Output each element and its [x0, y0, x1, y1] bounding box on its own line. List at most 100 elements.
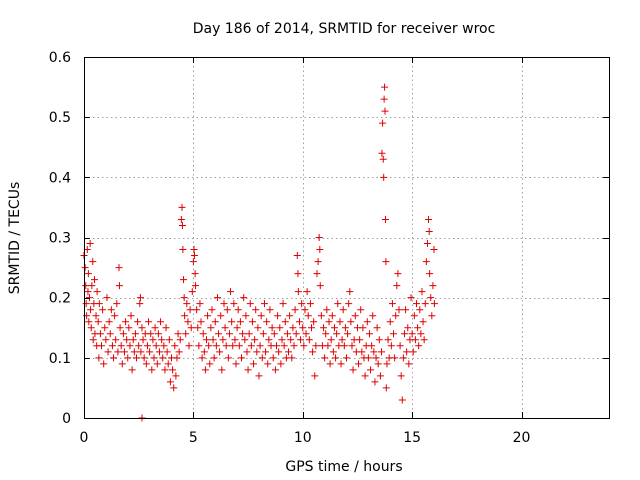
data-point: [381, 215, 389, 223]
data-point: [93, 288, 101, 296]
data-point: [185, 342, 193, 350]
data-point: [316, 246, 324, 254]
data-point: [115, 264, 123, 272]
data-point: [419, 318, 427, 326]
data-point: [262, 348, 270, 356]
data-point: [233, 324, 241, 332]
data-point: [382, 384, 390, 392]
data-point: [136, 300, 144, 308]
data-point: [306, 300, 314, 308]
data-point: [176, 336, 184, 344]
data-point: [337, 360, 345, 368]
data-point: [370, 348, 378, 356]
data-point: [102, 336, 110, 344]
x-tick-label: 5: [189, 430, 198, 446]
grid-lines: [84, 57, 609, 418]
data-point: [356, 336, 364, 344]
data-point: [146, 348, 154, 356]
data-point: [151, 324, 159, 332]
data-point: [426, 270, 434, 278]
data-point: [133, 354, 140, 362]
data-point: [198, 354, 206, 362]
data-point: [107, 306, 115, 314]
data-point: [410, 312, 418, 320]
data-point: [81, 264, 89, 272]
data-point: [275, 348, 283, 356]
data-point: [270, 330, 278, 338]
data-point: [378, 149, 386, 157]
data-point: [295, 318, 303, 326]
data-point: [91, 276, 98, 284]
x-tick-labels: 0 5 10 15 20: [80, 430, 531, 446]
x-tick-label: 10: [294, 430, 312, 446]
data-point: [204, 312, 212, 320]
data-point: [162, 324, 170, 332]
data-point: [329, 348, 337, 356]
data-point: [359, 324, 367, 332]
data-point: [130, 348, 138, 356]
data-point: [200, 348, 208, 356]
data-point: [189, 258, 197, 266]
data-point: [418, 288, 426, 296]
data-point: [154, 330, 162, 338]
data-point: [334, 300, 342, 308]
data-point: [293, 252, 301, 260]
data-point: [380, 173, 388, 181]
data-point: [429, 282, 437, 290]
data-point: [180, 294, 188, 302]
data-point: [288, 354, 296, 362]
data-point: [372, 354, 380, 362]
data-point: [252, 306, 260, 314]
data-point: [294, 288, 302, 296]
data-point: [171, 342, 179, 350]
data-point: [178, 221, 186, 229]
data-point: [375, 336, 383, 344]
data-point: [381, 83, 389, 91]
data-point: [311, 372, 319, 380]
data-point: [175, 348, 183, 356]
data-point: [101, 324, 109, 332]
y-tick-label: 0: [62, 411, 71, 427]
data-point: [94, 318, 102, 326]
data-point: [373, 324, 381, 332]
data-point: [82, 300, 90, 308]
data-point: [119, 330, 127, 338]
data-point: [184, 318, 192, 326]
data-point: [392, 312, 400, 320]
data-point: [174, 330, 182, 338]
data-point: [89, 336, 97, 344]
data-point: [210, 354, 218, 362]
data-point: [147, 330, 155, 338]
data-point: [115, 282, 123, 290]
data-point: [265, 336, 273, 344]
data-point: [361, 372, 369, 380]
data-point: [203, 336, 210, 344]
data-point: [250, 360, 258, 368]
data-point: [411, 336, 419, 344]
data-point: [137, 348, 145, 356]
data-point: [285, 348, 293, 356]
data-point: [213, 294, 221, 302]
data-point: [403, 348, 411, 356]
data-point: [205, 342, 213, 350]
data-point: [227, 288, 235, 296]
data-point: [258, 354, 266, 362]
data-point: [395, 306, 403, 314]
data-point: [84, 270, 92, 278]
data-point: [129, 336, 137, 344]
data-point: [280, 342, 288, 350]
data-point: [409, 348, 417, 356]
data-point: [244, 366, 252, 374]
data-point: [180, 276, 188, 284]
data-point: [222, 342, 230, 350]
data-point: [136, 294, 144, 302]
y-tick-label: 0.2: [49, 291, 71, 307]
data-point: [92, 312, 100, 320]
x-tick-label: 20: [513, 430, 531, 446]
data-point: [246, 300, 254, 308]
data-point: [387, 342, 395, 350]
data-point: [427, 294, 435, 302]
data-point: [183, 300, 191, 308]
data-point: [313, 270, 321, 278]
data-point: [166, 378, 174, 386]
